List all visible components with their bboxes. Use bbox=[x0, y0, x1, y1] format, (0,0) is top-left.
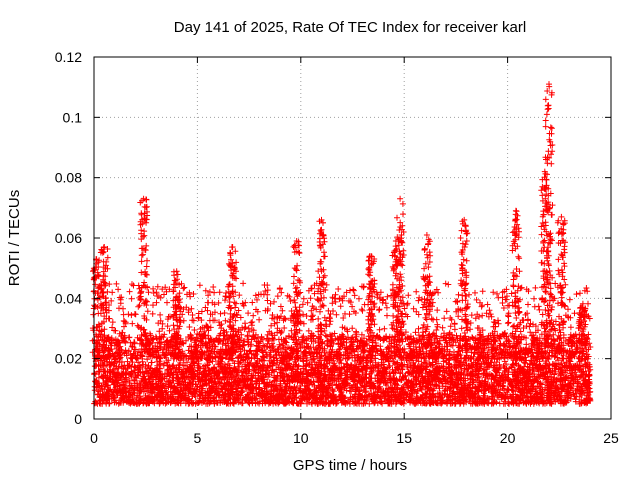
y-tick-label: 0 bbox=[74, 411, 82, 427]
y-tick-label: 0.04 bbox=[55, 290, 82, 306]
y-tick-label: 0.02 bbox=[55, 351, 82, 367]
x-tick-label: 0 bbox=[90, 430, 98, 446]
data-points bbox=[89, 81, 594, 407]
x-tick-labels: 0 5 10 15 20 25 bbox=[90, 430, 619, 446]
x-tick-label: 15 bbox=[396, 430, 412, 446]
roti-points bbox=[89, 81, 594, 407]
x-tick-label: 25 bbox=[603, 430, 619, 446]
x-tick-label: 10 bbox=[293, 430, 309, 446]
y-axis-label: ROTI / TECUs bbox=[6, 190, 23, 286]
y-tick-label: 0.12 bbox=[55, 49, 82, 65]
chart-title: Day 141 of 2025, Rate Of TEC Index for r… bbox=[174, 19, 526, 36]
x-tick-label: 5 bbox=[194, 430, 202, 446]
y-tick-labels: 0 0.02 0.04 0.06 0.08 0.1 0.12 bbox=[55, 49, 82, 427]
y-tick-label: 0.06 bbox=[55, 230, 82, 246]
x-axis-label: GPS time / hours bbox=[293, 457, 407, 474]
x-tick-label: 20 bbox=[500, 430, 516, 446]
axis-ticks bbox=[93, 56, 612, 420]
y-tick-label: 0.1 bbox=[63, 109, 83, 125]
y-tick-label: 0.08 bbox=[55, 170, 82, 186]
grid-lines bbox=[94, 57, 611, 419]
